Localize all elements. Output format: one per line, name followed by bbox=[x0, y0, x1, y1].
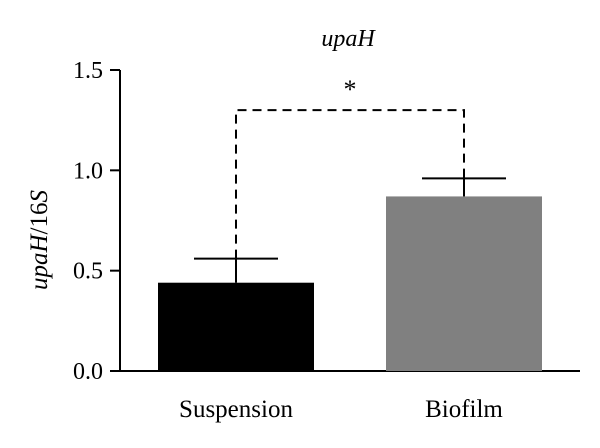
x-tick-label: Biofilm bbox=[425, 396, 503, 423]
y-tick-label: 1.0 bbox=[73, 158, 103, 184]
y-axis-label: upaH/16S bbox=[26, 189, 53, 290]
y-axis-label-gene: upaH bbox=[26, 233, 53, 291]
y-tick-label: 0.5 bbox=[73, 259, 103, 285]
y-tick-label: 1.5 bbox=[73, 58, 103, 84]
chart-title: upaH bbox=[321, 26, 376, 52]
svg-text:upaH/16S: upaH/16S bbox=[26, 189, 53, 290]
significance-label: * bbox=[344, 75, 357, 104]
bar-suspension bbox=[158, 282, 314, 371]
y-axis-label-ref: S bbox=[26, 189, 53, 202]
bar-biofilm bbox=[386, 196, 542, 371]
significance-bracket bbox=[235, 109, 465, 259]
y-tick-label: 0.0 bbox=[73, 359, 103, 385]
x-tick-label: Suspension bbox=[179, 396, 293, 423]
y-axis-label-ratio: /16 bbox=[26, 202, 53, 234]
